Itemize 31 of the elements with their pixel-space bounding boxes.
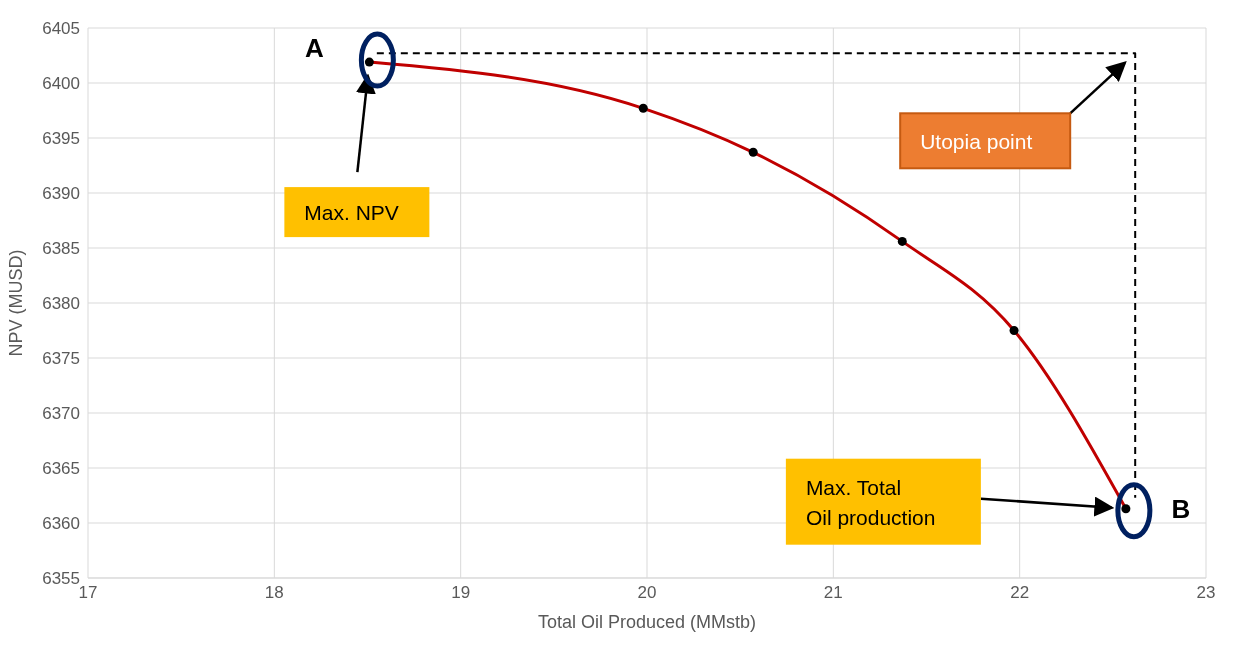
y-tick-label: 6355 [42,569,80,589]
y-tick-label: 6365 [42,459,80,479]
annotation: B [1171,493,1191,524]
x-tick-label: 17 [78,583,98,603]
annotation: Utopia point [920,129,1033,153]
point [897,236,907,246]
point [1121,504,1131,514]
annotation: Max. Total Oil production [805,475,936,529]
y-tick-label: 6390 [42,184,80,204]
point [638,103,648,113]
y-tick-label: 6375 [42,349,80,369]
point [1009,325,1019,336]
y-axis-title: NPV (MUSD) [6,249,27,357]
x-tick-label: 23 [1196,583,1216,603]
x-tick-label: 20 [637,583,657,603]
x-tick-label: 18 [264,583,284,603]
y-tick-label: 6395 [42,129,80,149]
y-tick-label: 6360 [42,514,80,534]
annotation: Max. NPV [304,200,399,224]
y-tick-label: 6400 [42,74,80,94]
x-tick-label: 21 [823,583,843,603]
y-tick-label: 6385 [42,239,80,259]
point [364,57,374,67]
point [748,147,758,157]
y-tick-label: 6380 [42,294,80,314]
annotation: A [304,33,324,64]
y-tick-label: 6405 [42,19,80,39]
y-tick-label: 6370 [42,404,80,424]
x-axis-title: Total Oil Produced (MMstb) [537,612,757,632]
x-tick-label: 22 [1010,583,1030,603]
x-tick-label: 19 [451,583,471,603]
